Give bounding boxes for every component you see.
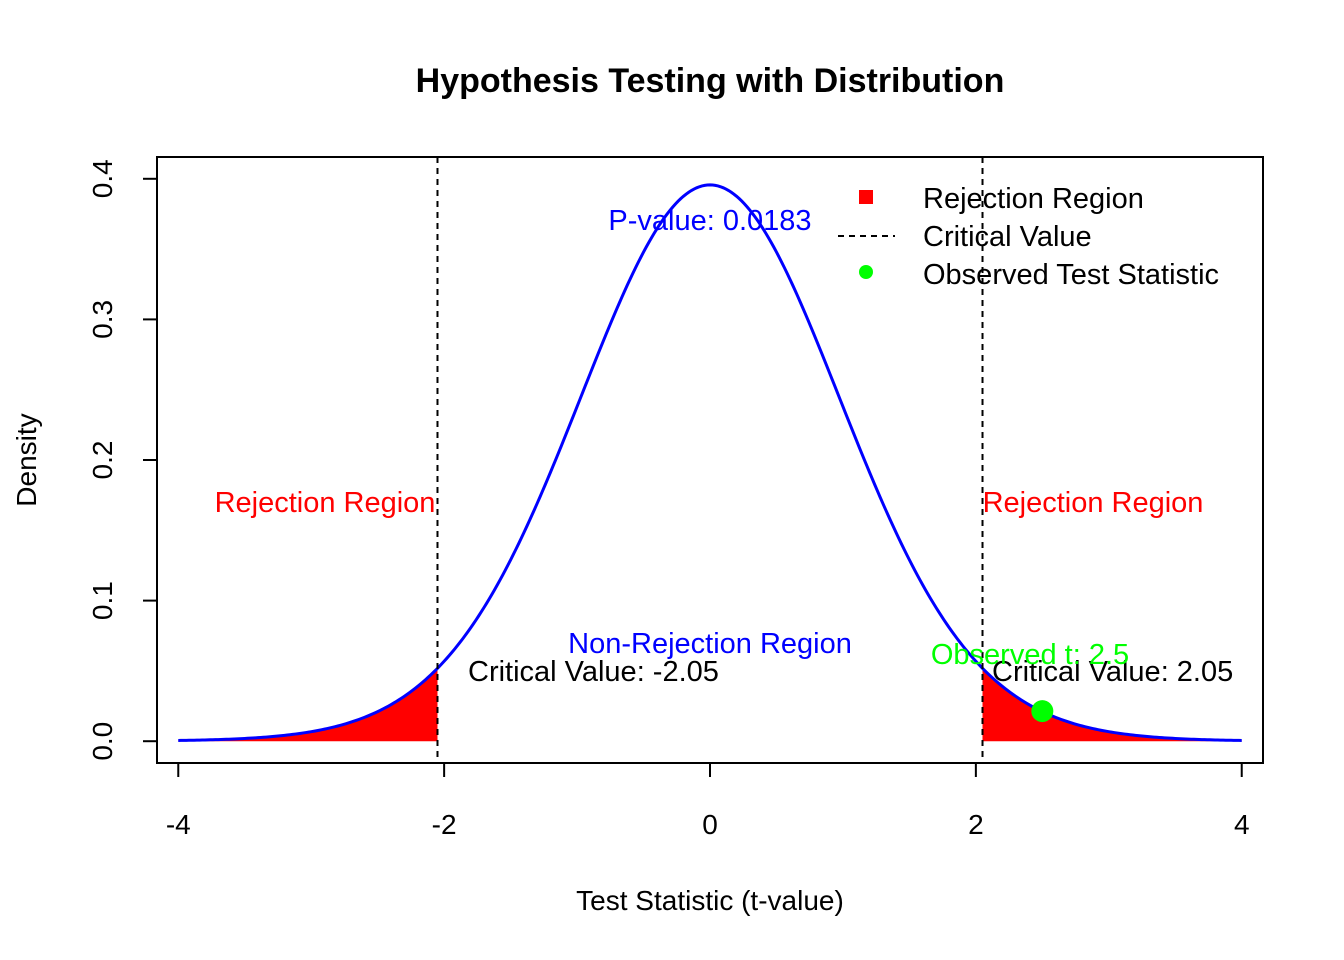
x-tick-label: -4 bbox=[166, 809, 191, 840]
x-axis: -4 -2 0 2 4 Test Statistic (t-value) bbox=[166, 762, 1250, 916]
observed-label: Observed t: 2.5 bbox=[931, 639, 1129, 671]
observed-point bbox=[1031, 700, 1054, 723]
legend-label-critical: Critical Value bbox=[923, 221, 1092, 253]
plot-area bbox=[178, 157, 1242, 763]
legend-label-observed: Observed Test Statistic bbox=[923, 259, 1219, 291]
y-axis: 0.0 0.1 0.2 0.3 0.4 Density bbox=[11, 159, 158, 761]
y-axis-label: Density bbox=[11, 413, 42, 506]
non-rejection-label: Non-Rejection Region bbox=[568, 628, 852, 660]
legend-label-rejection: Rejection Region bbox=[923, 183, 1144, 215]
legend-swatch-observed bbox=[859, 265, 873, 279]
legend-swatch-rejection bbox=[859, 190, 873, 204]
rejection-area-right bbox=[982, 668, 1242, 742]
x-axis-label: Test Statistic (t-value) bbox=[576, 885, 844, 916]
y-tick-label: 0.1 bbox=[87, 581, 118, 620]
critical-label-left: Critical Value: -2.05 bbox=[468, 656, 719, 688]
y-tick-label: 0.2 bbox=[87, 441, 118, 480]
y-tick-label: 0.0 bbox=[87, 722, 118, 761]
annotations: P-value: 0.0183 Rejection Region Rejecti… bbox=[215, 205, 1234, 688]
chart-title: Hypothesis Testing with Distribution bbox=[416, 62, 1005, 100]
density-curve bbox=[178, 183, 1242, 742]
rejection-area-left bbox=[178, 668, 438, 742]
y-tick-label: 0.3 bbox=[87, 300, 118, 339]
critical-label-right: Critical Value: 2.05 bbox=[992, 656, 1233, 688]
x-tick-label: 2 bbox=[968, 809, 984, 840]
x-tick-label: 0 bbox=[702, 809, 718, 840]
legend: Rejection Region Critical Value Observed… bbox=[838, 183, 1219, 291]
rejection-label-right: Rejection Region bbox=[983, 487, 1204, 519]
y-tick-label: 0.4 bbox=[87, 159, 118, 198]
x-tick-label: -2 bbox=[432, 809, 457, 840]
rejection-label-left: Rejection Region bbox=[215, 487, 436, 519]
x-tick-label: 4 bbox=[1234, 809, 1250, 840]
pvalue-label: P-value: 0.0183 bbox=[608, 205, 811, 237]
